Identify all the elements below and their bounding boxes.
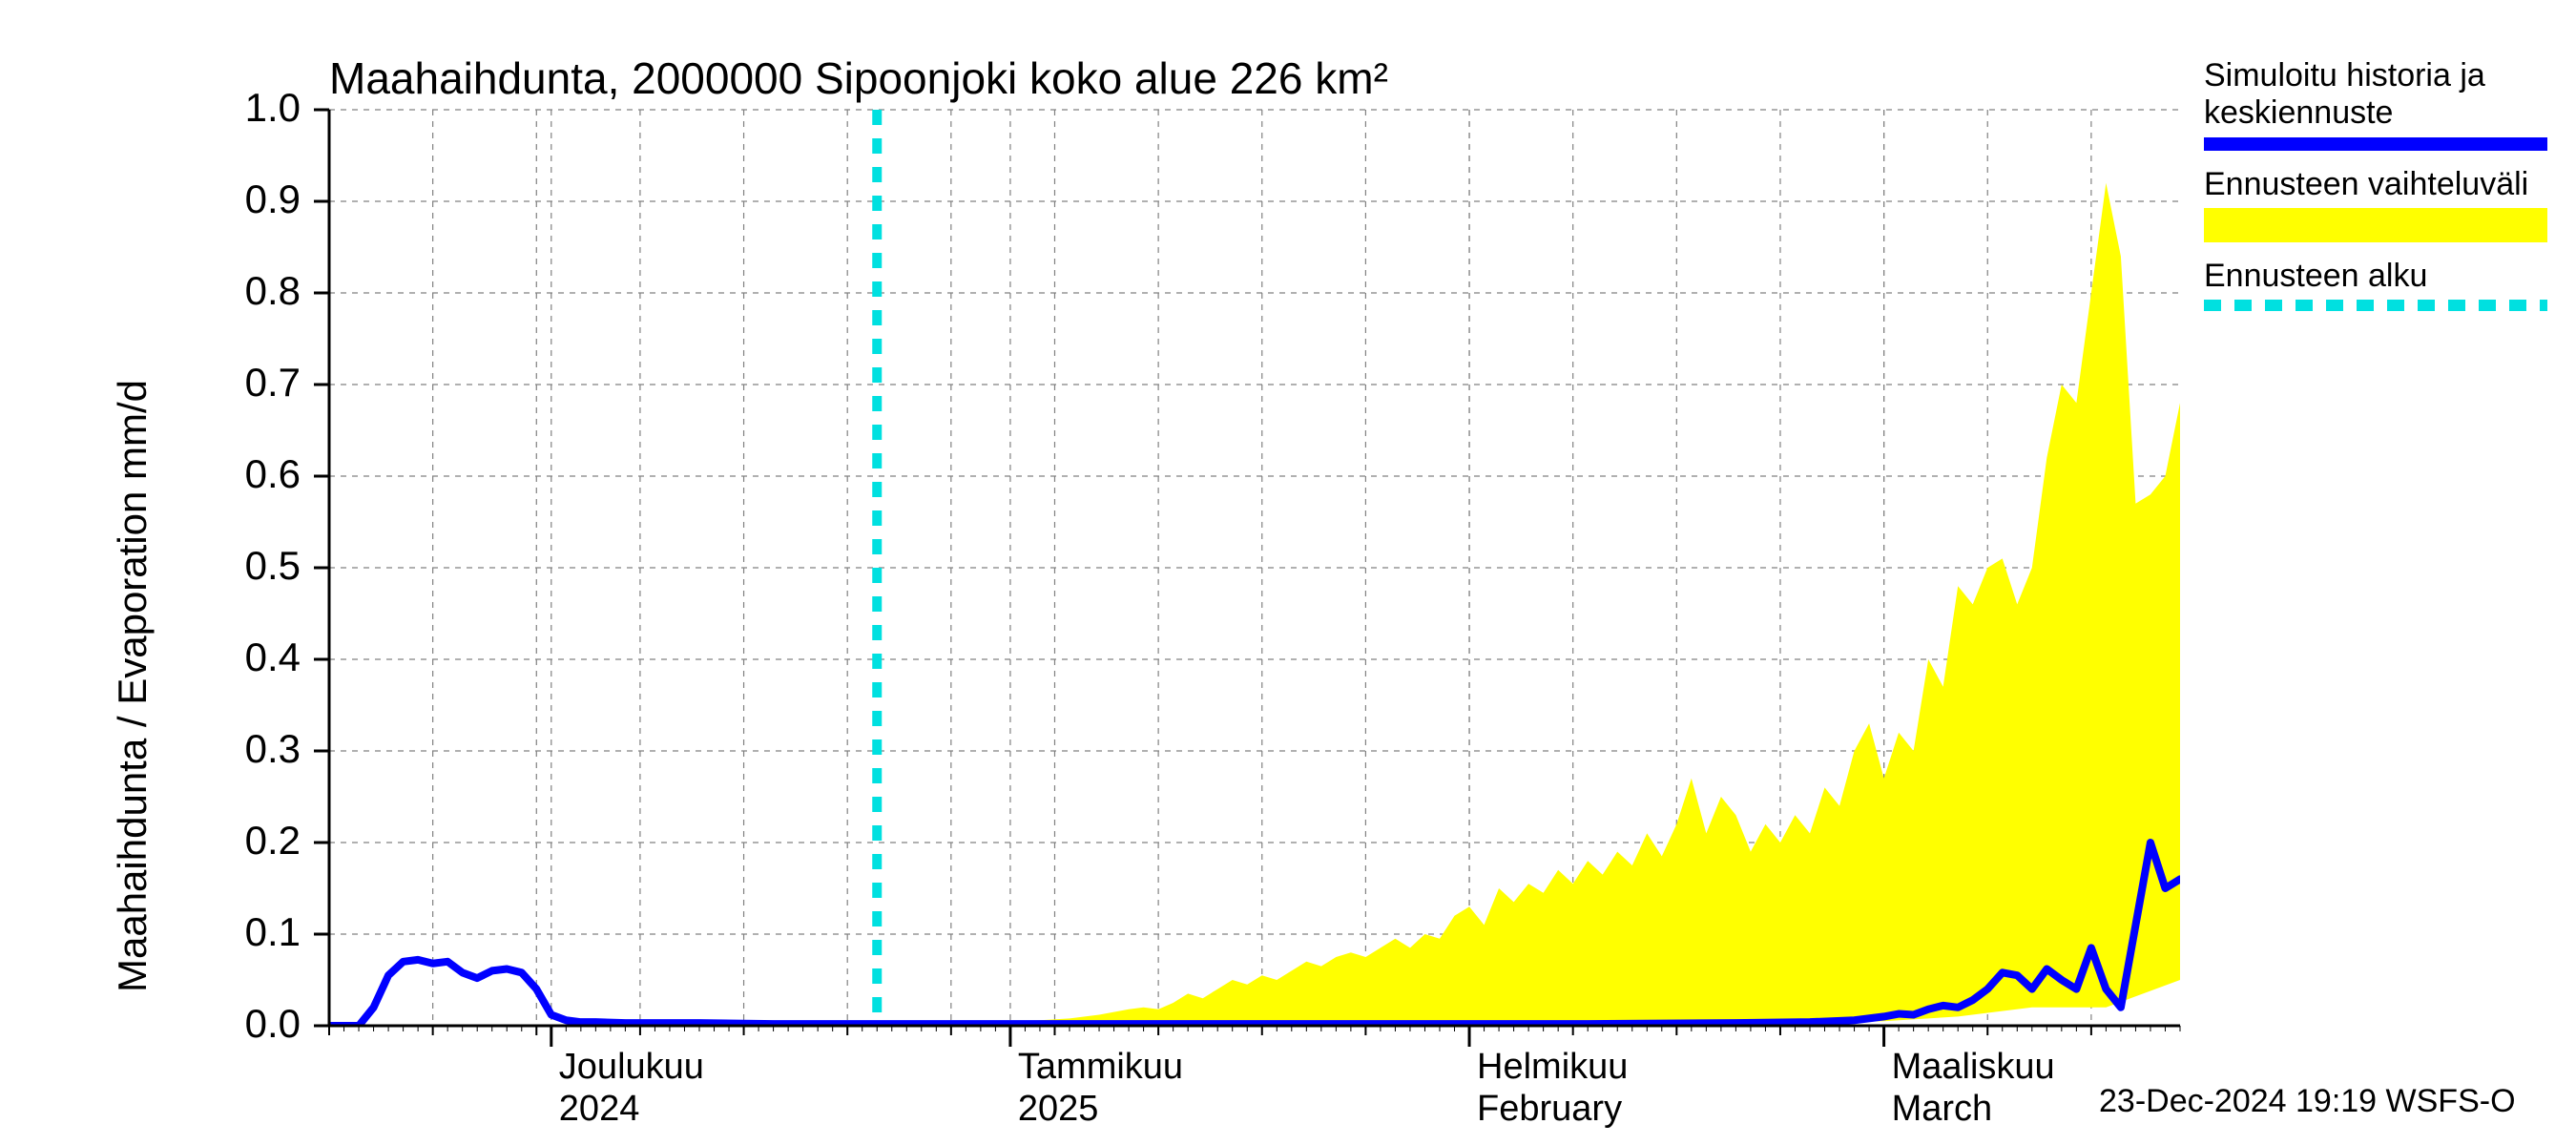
y-tick-label: 1.0 (186, 85, 301, 131)
y-tick-label: 0.3 (186, 726, 301, 772)
y-tick-label: 0.2 (186, 818, 301, 864)
x-tick-month: Tammikuu (1018, 1047, 1183, 1088)
x-tick-year: February (1477, 1089, 1622, 1130)
x-tick-month: Helmikuu (1477, 1047, 1628, 1088)
legend-label: Simuloitu historia jakeskiennuste (2204, 57, 2485, 132)
legend-swatch-band (2204, 208, 2547, 242)
y-tick-label: 0.0 (186, 1001, 301, 1047)
y-tick-label: 0.4 (186, 635, 301, 680)
legend-label: Ennusteen vaihteluväli (2204, 166, 2528, 203)
legend-swatch-dash (2204, 298, 2547, 313)
x-tick-month: Maaliskuu (1892, 1047, 2055, 1088)
y-tick-label: 0.5 (186, 543, 301, 589)
x-tick-year: 2024 (559, 1089, 640, 1130)
x-tick-year: March (1892, 1089, 1993, 1130)
y-tick-label: 0.7 (186, 360, 301, 406)
legend-swatch-line (2204, 137, 2547, 151)
footer-timestamp: 23-Dec-2024 19:19 WSFS-O (2099, 1083, 2516, 1120)
x-tick-year: 2025 (1018, 1089, 1099, 1130)
x-tick-month: Joulukuu (559, 1047, 704, 1088)
forecast-band (877, 183, 2180, 1024)
legend-label: Ennusteen alku (2204, 258, 2427, 295)
y-tick-label: 0.9 (186, 177, 301, 222)
y-tick-label: 0.6 (186, 451, 301, 497)
plot-svg (0, 0, 2576, 1145)
y-tick-label: 0.1 (186, 909, 301, 955)
y-tick-label: 0.8 (186, 268, 301, 314)
